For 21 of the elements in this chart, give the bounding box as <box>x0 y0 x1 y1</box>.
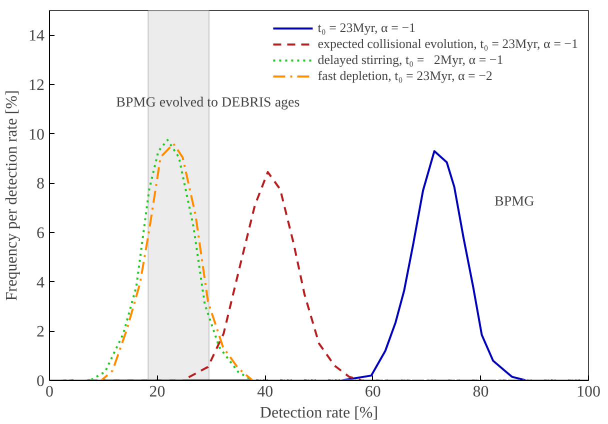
x-tick-label: 40 <box>257 384 274 400</box>
x-tick-label: 100 <box>576 384 600 400</box>
legend-label: fast depletion, t₀ = 23Myr, α = −2 <box>318 68 492 84</box>
y-tick-label: 12 <box>28 77 44 94</box>
legend-label: delayed stirring, t₀ = 2Myr, α = −1 <box>318 52 504 68</box>
y-tick-label: 14 <box>28 28 44 45</box>
x-tick-label: 20 <box>149 384 166 400</box>
y-tick-label: 6 <box>36 225 44 242</box>
y-tick-label: 10 <box>28 126 44 144</box>
x-tick-label: 60 <box>364 384 381 400</box>
y-axis-title: Frequency per detection rate [%] <box>4 90 20 301</box>
band-label: BPMG evolved to DEBRIS ages <box>116 96 300 110</box>
annotation: BPMG <box>494 194 534 210</box>
y-tick-label: 8 <box>36 176 44 193</box>
x-tick-label: 80 <box>472 384 489 400</box>
y-tick-label: 0 <box>36 373 44 390</box>
legend-label: t₀ = 23Myr, α = −1 <box>318 20 416 36</box>
legend-label: expected collisional evolution, t₀ = 23Myr, α = −1 <box>318 36 578 52</box>
x-axis-title: Detection rate [%] <box>260 404 378 422</box>
y-tick-label: 4 <box>36 274 44 292</box>
y-tick-label: 2 <box>36 324 44 341</box>
